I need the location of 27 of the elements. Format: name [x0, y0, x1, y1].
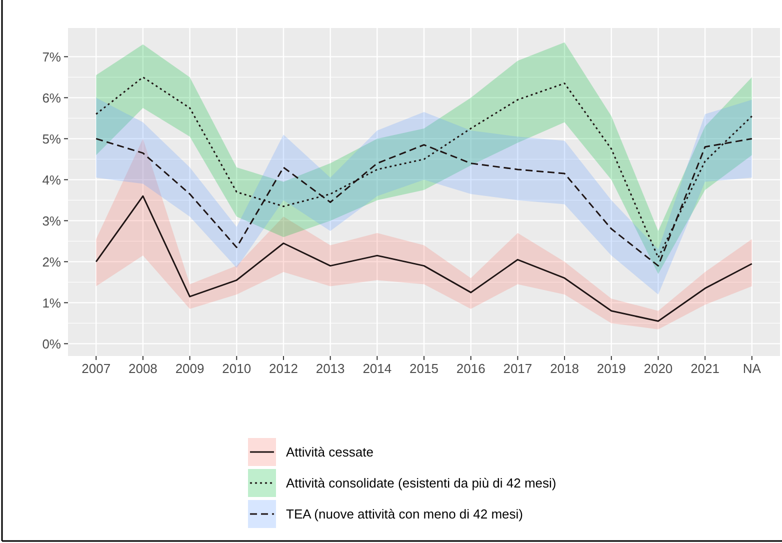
y-tick-label: 2% [42, 254, 62, 270]
x-tick-label: 2010 [222, 361, 252, 376]
x-tick-label: 2016 [456, 361, 486, 376]
x-tick-label: 2012 [269, 361, 298, 376]
x-tick-label: NA [742, 361, 762, 376]
line-series [95, 195, 753, 322]
y-tick-label: 0% [42, 336, 62, 352]
x-tick-label: 2018 [550, 361, 579, 376]
y-tick-label: 5% [42, 131, 62, 146]
x-tick-label: 2014 [362, 361, 392, 376]
y-tick-label: 3% [42, 213, 62, 228]
legend-label: Attività consolidate (esistenti da più di 42 mesi) [286, 476, 556, 491]
x-tick-label: 2019 [596, 361, 626, 376]
y-tick-label: 4% [42, 172, 62, 188]
x-tick-label: 2015 [410, 361, 438, 376]
x-tick-label: 2020 [644, 361, 673, 376]
legend-label: Attività cessate [286, 444, 374, 460]
x-tick-label: 2007 [82, 361, 111, 376]
y-tick-label: 6% [42, 90, 62, 106]
x-tick-label: 2009 [175, 361, 204, 376]
y-tick-label: 7% [42, 49, 62, 64]
x-tick-label: 2013 [316, 361, 345, 376]
y-tick-label: 1% [42, 295, 62, 310]
x-tick-label: 2008 [128, 361, 158, 376]
legend-label: TEA (nuove attività con meno di 42 mesi) [286, 506, 524, 522]
x-tick-label: 2017 [503, 361, 532, 376]
x-tick-label: 2021 [690, 361, 720, 376]
